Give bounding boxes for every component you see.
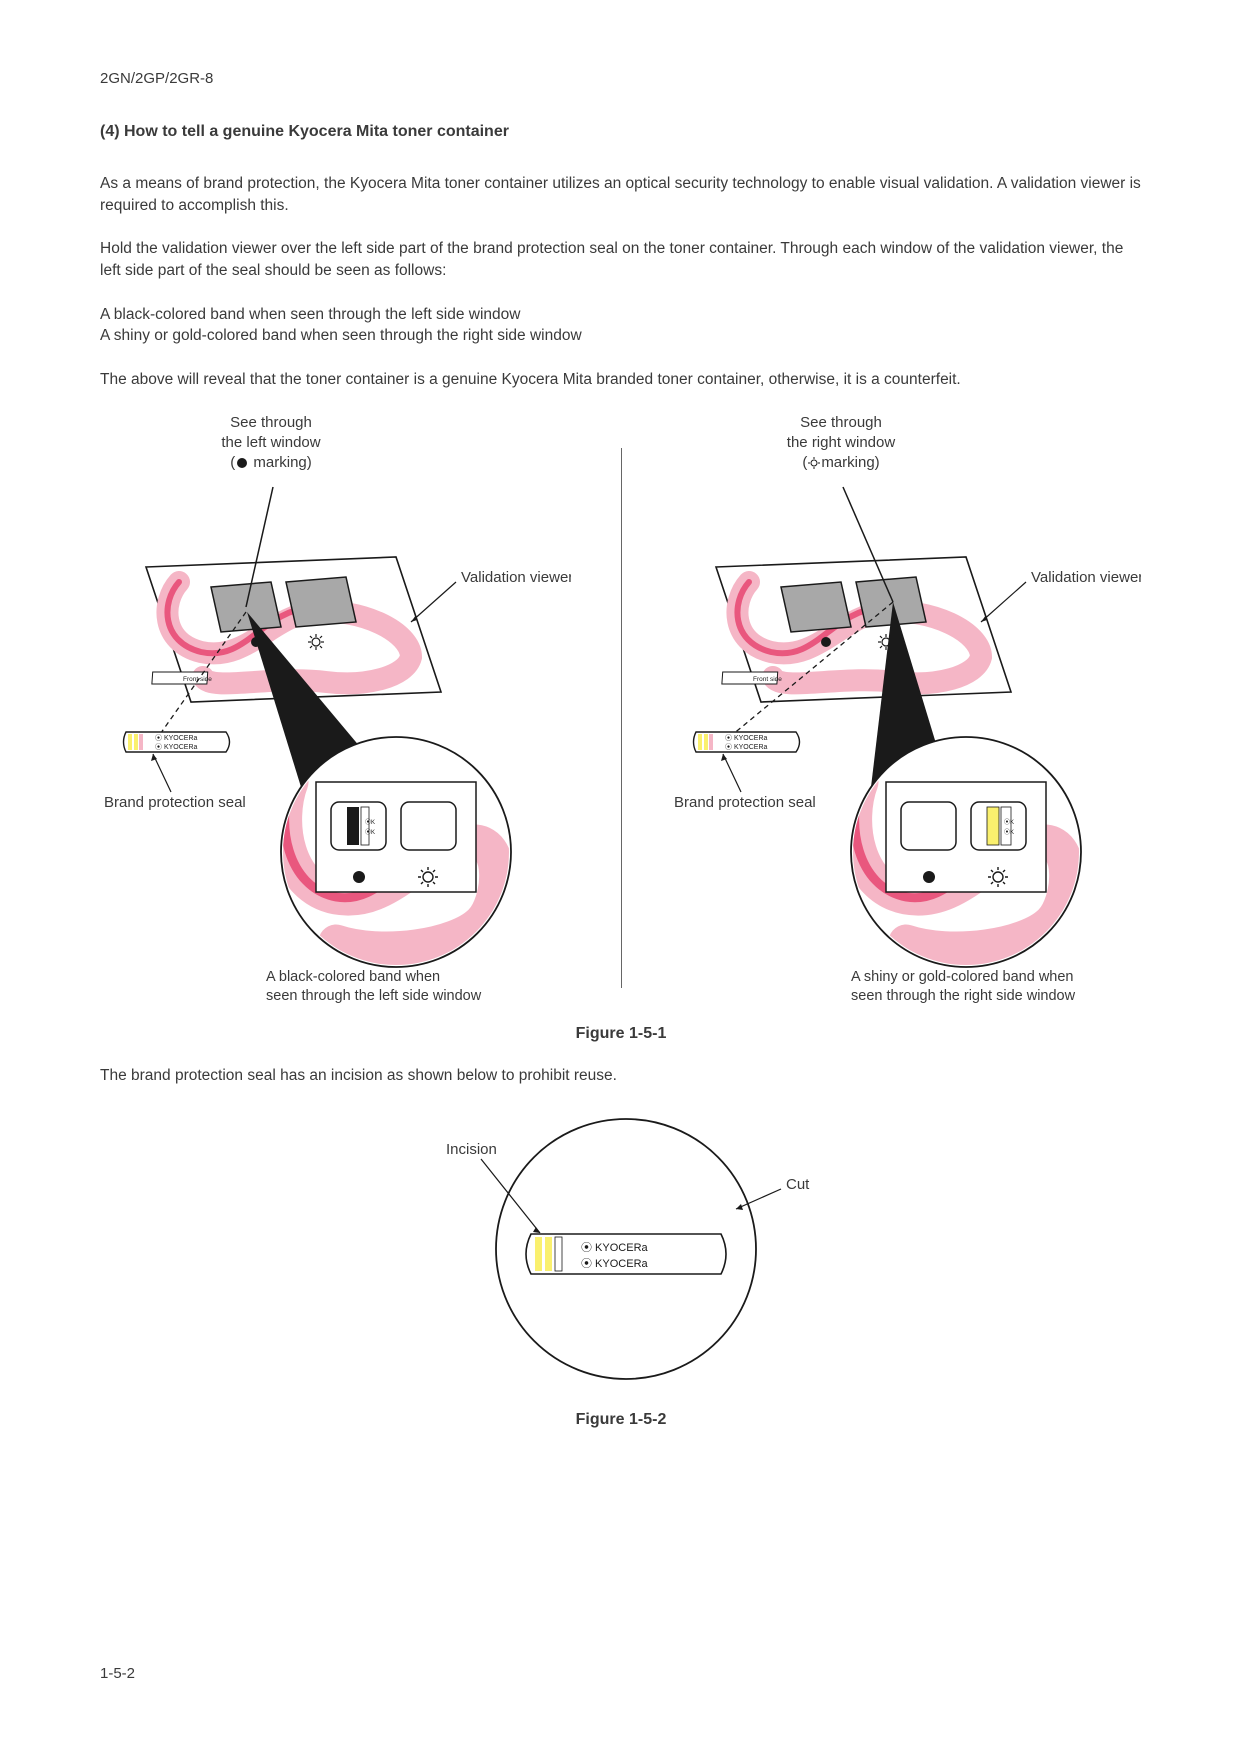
paragraph-3: The above will reveal that the toner con…	[100, 369, 1142, 391]
svg-text:⦿ KYOCERa: ⦿ KYOCERa	[155, 743, 198, 751]
sun-icon	[807, 456, 821, 470]
figure-2-label: Figure 1-5-2	[100, 1411, 1142, 1429]
svg-text:⦿ KYOCERa: ⦿ KYOCERa	[725, 734, 768, 742]
left-panel: See through the left window ( marking)	[101, 413, 571, 982]
left-caption: See through the left window ( marking)	[0, 413, 571, 474]
right-caption-line2: the right window	[541, 433, 1141, 453]
right-caption-line3: (marking)	[541, 453, 1141, 473]
left-caption-line1: See through	[0, 413, 571, 433]
cut-label: Cut	[786, 1176, 810, 1193]
front-side-label: Front side	[183, 676, 212, 683]
header-code: 2GN/2GP/2GR-8	[100, 70, 1142, 87]
section-title: (4) How to tell a genuine Kyocera Mita t…	[100, 123, 1142, 141]
bullet-1: A black-colored band when seen through t…	[100, 304, 1142, 326]
left-caption-line2: the left window	[0, 433, 571, 453]
bullets: A black-colored band when seen through t…	[100, 304, 1142, 347]
paragraph-2: Hold the validation viewer over the left…	[100, 238, 1142, 281]
incision-label: Incision	[446, 1141, 497, 1158]
validation-viewer-label-left: Validation viewer	[461, 569, 571, 586]
svg-text:⦿K: ⦿K	[1004, 819, 1014, 826]
validation-viewer-label-right: Validation viewer	[1031, 569, 1141, 586]
brand-seal-label-right: Brand protection seal	[674, 794, 816, 811]
left-caption-line3: ( marking)	[0, 453, 571, 473]
left-bottom-caption: A black-colored band when seen through t…	[266, 968, 481, 1007]
figure-1-5-1-diagram: See through the left window ( marking)	[101, 413, 1141, 1003]
paragraph-4: The brand protection seal has an incisio…	[100, 1065, 1142, 1087]
svg-text:⦿ KYOCERa: ⦿ KYOCERa	[155, 734, 198, 742]
diagram2-svg: ⦿ KYOCERa ⦿ KYOCERa Incision Cut	[401, 1109, 841, 1389]
svg-text:⦿ KYOCERa: ⦿ KYOCERa	[581, 1257, 649, 1270]
dot-icon	[237, 458, 247, 468]
page-number: 1-5-2	[100, 1665, 135, 1682]
left-diagram-svg: Front side Validation viewer ⦿ KYOCERa ⦿…	[101, 482, 571, 982]
vertical-divider	[621, 448, 622, 988]
right-caption-line1: See through	[541, 413, 1141, 433]
right-panel: See through the right window (marking) F…	[671, 413, 1141, 982]
right-bottom-caption: A shiny or gold-colored band when seen t…	[851, 968, 1075, 1007]
right-caption: See through the right window (marking)	[541, 413, 1141, 474]
svg-text:⦿K: ⦿K	[365, 829, 375, 836]
bullet-2: A shiny or gold-colored band when seen t…	[100, 325, 1142, 347]
svg-text:⦿K: ⦿K	[1004, 829, 1014, 836]
right-diagram-svg: Front side Validation viewer ⦿ KYOCERa ⦿…	[671, 482, 1141, 982]
figure-1-5-2-diagram: ⦿ KYOCERa ⦿ KYOCERa Incision Cut	[401, 1109, 841, 1389]
brand-seal-label-left: Brand protection seal	[104, 794, 246, 811]
svg-text:⦿K: ⦿K	[365, 819, 375, 826]
svg-text:⦿ KYOCERa: ⦿ KYOCERa	[581, 1241, 649, 1254]
svg-text:⦿ KYOCERa: ⦿ KYOCERa	[725, 743, 768, 751]
paragraph-1: As a means of brand protection, the Kyoc…	[100, 173, 1142, 216]
svg-text:Front side: Front side	[753, 676, 782, 683]
figure-1-label: Figure 1-5-1	[100, 1025, 1142, 1043]
